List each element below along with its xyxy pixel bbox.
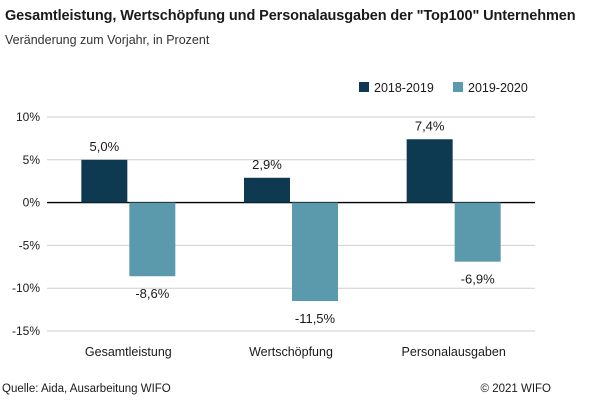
- y-tick-label: -5%: [19, 238, 41, 252]
- bar: [244, 177, 290, 203]
- chart-subtitle: Veränderung zum Vorjahr, in Prozent: [5, 33, 210, 47]
- y-tick-label: 10%: [16, 110, 40, 124]
- data-labels: 5,0% -8,6% 2,9% -11,5% 7,4% -6,9%: [90, 118, 496, 326]
- data-label: -6,9%: [461, 272, 495, 287]
- source-note: Quelle: Aida, Ausarbeitung WIFO: [2, 383, 171, 395]
- data-label: 5,0%: [90, 139, 120, 154]
- legend-swatch: [453, 82, 463, 92]
- bar: [406, 139, 453, 203]
- y-tick-label: 5%: [23, 153, 41, 167]
- x-axis-categories: Gesamtleistung Wertschöpfung Personalausga…: [85, 345, 506, 359]
- bars: [81, 139, 501, 302]
- y-tick-label: -10%: [12, 281, 40, 295]
- data-label: 7,4%: [415, 118, 445, 133]
- x-category-label: Personalausgaben: [402, 345, 506, 359]
- gridlines: [47, 116, 535, 332]
- x-category-label: Wertschöpfung: [249, 345, 333, 359]
- bar: [292, 202, 338, 302]
- chart-title: Gesamtleistung, Wertschöpfung und Person…: [5, 8, 576, 24]
- data-label: 2,9%: [252, 157, 282, 172]
- legend-label: 2019-2020: [468, 81, 528, 95]
- legend-label: 2018-2019: [374, 81, 434, 95]
- data-label: -8,6%: [135, 286, 169, 301]
- data-label: -11,5%: [295, 311, 336, 326]
- y-tick-label: 0%: [23, 196, 41, 210]
- y-axis-ticks: 10% 5% 0% -5% -10% -15%: [12, 110, 40, 338]
- bar: [454, 202, 501, 262]
- bar: [129, 202, 176, 277]
- x-category-label: Gesamtleistung: [85, 345, 172, 359]
- legend-swatch: [359, 82, 369, 92]
- copyright-note: © 2021 WIFO: [480, 383, 551, 395]
- bar: [81, 159, 128, 203]
- y-tick-label: -15%: [12, 324, 40, 338]
- legend: 2018-2019 2019-2020: [359, 81, 528, 95]
